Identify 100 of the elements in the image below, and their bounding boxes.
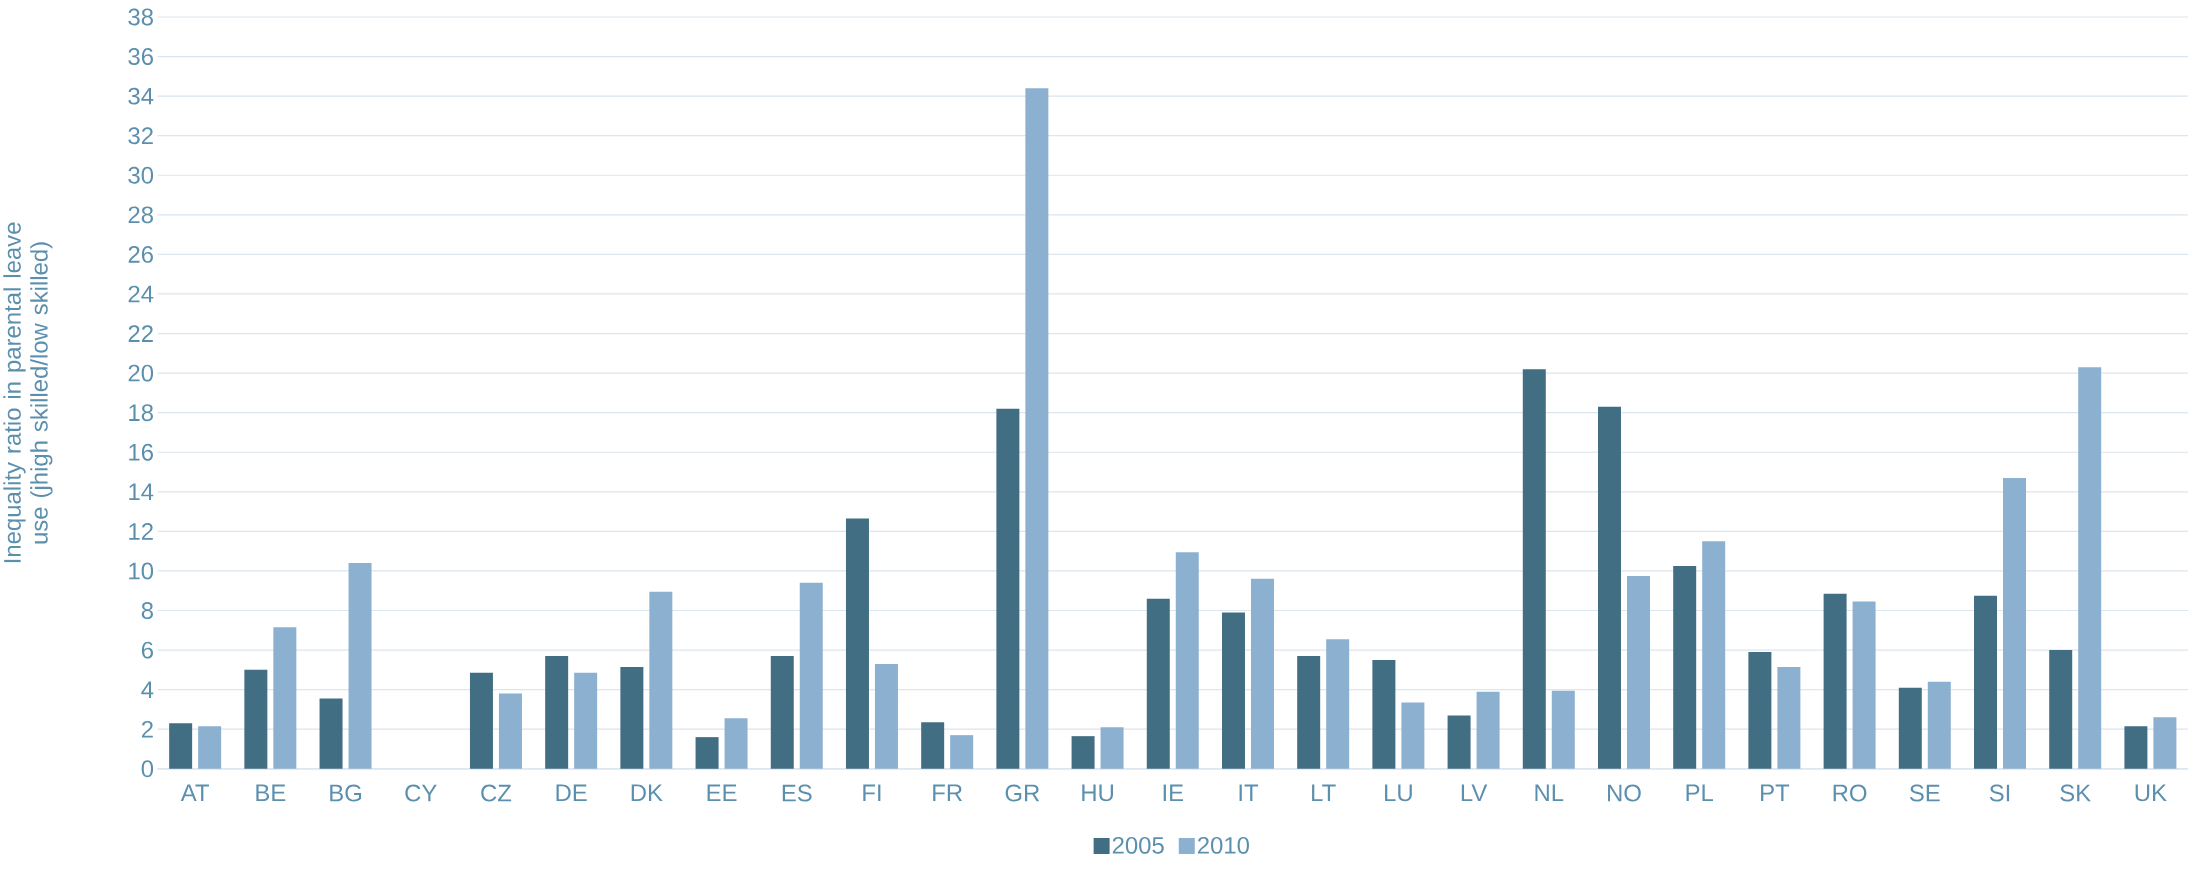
x-tick-label: LU: [1385, 784, 1412, 802]
y-tick-label: 8: [141, 602, 153, 620]
y-tick-label: 22: [128, 325, 153, 342]
y-tick-label: 16: [129, 443, 153, 461]
bar: [1823, 593, 1847, 769]
y-tick-label: 4: [141, 681, 154, 698]
bar: [1777, 667, 1801, 769]
bar: [1927, 681, 1951, 769]
y-tick-label: 36: [128, 48, 153, 66]
x-tick-label: PT: [1761, 784, 1790, 802]
legend-label: 2010: [1197, 837, 1249, 854]
x-tick-label: ES: [782, 784, 812, 802]
bar: [996, 408, 1020, 769]
bar: [1748, 652, 1772, 769]
legend-label: 2005: [1112, 837, 1164, 854]
y-tick-label: 6: [141, 641, 153, 659]
x-tick-label: UK: [2135, 784, 2167, 802]
x-tick-label: HU: [1082, 784, 1113, 802]
x-tick-label: LT: [1312, 784, 1336, 802]
bar: [1898, 687, 1922, 769]
bar: [1522, 369, 1546, 769]
bar: [1221, 612, 1245, 769]
bar: [950, 735, 974, 769]
bar: [1071, 736, 1095, 769]
bar: [348, 563, 372, 769]
bar: [1597, 406, 1621, 769]
bar: [1025, 88, 1049, 769]
bar: [1372, 660, 1396, 769]
bar: [1476, 691, 1500, 769]
y-tick-label: 32: [128, 127, 153, 145]
x-tick-label: DK: [631, 784, 663, 802]
y-tick-label: 0: [141, 760, 154, 778]
bar: [1175, 552, 1199, 769]
bar: [169, 723, 193, 769]
bar: [1852, 601, 1876, 769]
x-tick-label: RO: [1833, 784, 1867, 802]
bar: [2078, 367, 2102, 769]
x-tick-label: IE: [1163, 784, 1184, 802]
y-tick-label: 26: [128, 246, 153, 263]
y-tick-label: 14: [129, 483, 154, 501]
bar: [2049, 650, 2073, 769]
y-tick-label: 34: [128, 87, 154, 105]
y-tick-label: 38: [128, 8, 153, 26]
y-tick-label: 30: [128, 166, 154, 184]
bar: [1297, 656, 1321, 769]
bar: [770, 656, 794, 769]
y-tick-label: 10: [129, 562, 154, 580]
bar: [1447, 715, 1471, 769]
bar: [1100, 727, 1124, 769]
bar: [319, 698, 343, 769]
y-tick-label: 12: [129, 523, 153, 540]
y-tick-label: 28: [128, 206, 153, 224]
bar: [1401, 702, 1425, 769]
x-tick-label: FI: [863, 784, 881, 802]
bar: [1974, 595, 1997, 769]
x-tick-label: CZ: [481, 784, 512, 802]
bar: [469, 672, 493, 769]
x-tick-label: AT: [180, 784, 209, 802]
bar: [1673, 566, 1697, 769]
x-tick-label: IT: [1239, 784, 1259, 802]
x-tick-label: BG: [330, 784, 362, 802]
x-tick-label: FR: [933, 784, 962, 802]
bar: [2003, 478, 2026, 769]
bar: [1250, 578, 1274, 769]
bar: [1551, 690, 1575, 769]
bar: [620, 667, 644, 769]
bar: [273, 627, 297, 769]
x-tick-label: SK: [2060, 784, 2091, 802]
x-tick-label: PL: [1686, 784, 1714, 802]
y-tick-label: 24: [128, 285, 154, 303]
bar: [198, 726, 222, 769]
y-axis-title: Inequality ratio in parental leave use (jhigh skilled/low skilled): [3, 222, 53, 563]
bar: [1626, 576, 1650, 769]
x-tick-label: NL: [1535, 784, 1564, 802]
x-tick-label: SI: [1989, 784, 2010, 802]
bar: [498, 693, 522, 769]
bar: [545, 656, 569, 769]
y-tick-label: 20: [128, 364, 154, 382]
bar: [845, 518, 869, 769]
bar: [1146, 598, 1170, 769]
bar: [1326, 639, 1350, 769]
x-tick-label: BE: [256, 784, 286, 802]
y-tick-label: 2: [141, 721, 153, 738]
bar: [574, 672, 598, 769]
bar: [244, 669, 268, 769]
x-tick-label: DE: [556, 784, 587, 802]
x-tick-label: SE: [1909, 784, 1940, 802]
x-tick-label: EE: [707, 784, 737, 802]
x-tick-label: NO: [1608, 784, 1641, 802]
bar: [724, 718, 748, 769]
bar: [2124, 726, 2148, 769]
x-tick-label: GR: [1005, 784, 1040, 802]
bar: [921, 722, 945, 769]
bar: [695, 737, 719, 769]
y-tick-label: 18: [129, 404, 153, 422]
bar: [799, 582, 823, 769]
bar: [649, 591, 673, 769]
bar: [2153, 717, 2177, 769]
bar: [1702, 541, 1726, 769]
bar: [874, 664, 898, 769]
